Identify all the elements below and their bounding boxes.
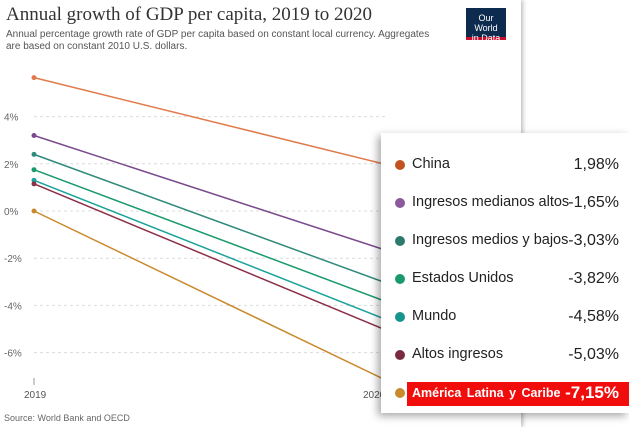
data-point [31,177,37,183]
series-line [33,76,386,166]
chart-title: Annual growth of GDP per capita, 2019 to… [6,4,373,25]
legend-color-dot [395,388,405,398]
legend-item: Altos ingresos -5,03% [381,339,629,375]
legend-color-dot [395,236,405,246]
legend-value: -5,03% [568,346,619,363]
series-line [33,183,386,331]
legend-color-dot [395,312,405,322]
y-tick-label: -6% [4,349,22,360]
legend-label: China [412,156,450,172]
logo-line-2: in Data [471,33,501,43]
legend-item: Estados Unidos -3,82% [381,263,629,299]
y-tick-label: 2% [4,160,19,171]
legend-item: Ingresos medianos altos -1,65% [381,187,629,223]
legend-label: Mundo [412,308,457,324]
legend-label: América Latina y Caribe [412,386,561,400]
legend-color-dot [395,160,405,170]
legend-label: Estados Unidos [412,270,514,286]
logo-line-1: Our World [474,13,498,33]
x-tick-label: 2020 [363,390,386,401]
legend-color-dot [395,198,405,208]
y-tick-label: 4% [4,113,19,124]
data-point [31,167,37,173]
data-point [31,75,37,81]
y-tick-label: -4% [4,301,22,312]
highlight-bar [407,382,629,406]
source-note: Source: World Bank and OECD [4,413,130,423]
chart-subtitle: Annual percentage growth rate of GDP per… [6,29,430,52]
legend-item: Ingresos medios y bajos -3,03% [381,225,629,261]
legend-label: Ingresos medios y bajos [412,232,569,248]
x-tick-label: 2019 [24,390,47,401]
legend-value: -3,03% [568,232,619,249]
legend-panel: China 1,98% Ingresos medianos altos -1,65% I… [381,133,629,413]
series-line [33,179,386,320]
data-point [31,181,37,187]
series-line [33,153,386,284]
legend-value: -1,65% [568,194,619,211]
series-line [33,168,386,302]
y-tick-label: 0% [4,207,19,218]
legend-value: -7,15% [565,383,619,402]
series-line [33,210,386,381]
legend-value: -4,58% [568,308,619,325]
legend-value: -3,82% [568,270,619,287]
y-tick-label: -2% [4,254,22,265]
legend-item: Mundo -4,58% [381,301,629,337]
legend-item: China 1,98% [381,149,629,185]
data-point [31,151,37,157]
data-point [31,132,37,138]
legend-value: 1,98% [573,156,619,173]
data-point [31,208,37,214]
legend-color-dot [395,350,405,360]
series-line [33,134,386,251]
our-world-in-data-logo[interactable]: Our World in Data [466,8,506,43]
legend-item: América Latina y Caribe -7,15% [381,377,629,413]
legend-label: Ingresos medianos altos [412,194,570,210]
legend-label: Altos ingresos [412,346,504,362]
legend-color-dot [395,274,405,284]
